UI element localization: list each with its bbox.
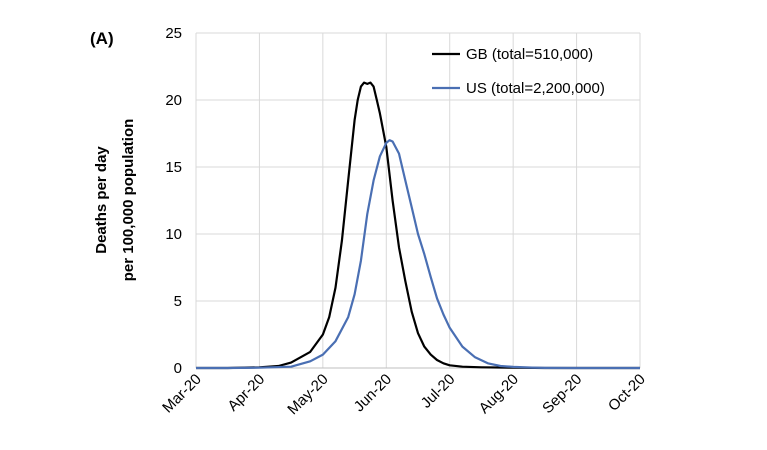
x-tick-label: Mar-20 — [159, 371, 205, 417]
series-line-gb — [196, 81, 640, 370]
y-tick-label: 0 — [174, 360, 182, 377]
legend: GB (total=510,000) US (total=2,200,000) — [432, 46, 605, 97]
y-axis-title-line-2: per 100,000 population — [120, 119, 137, 282]
legend-label: GB (total=510,000) — [466, 46, 593, 63]
y-tick-label: 10 — [165, 226, 182, 243]
panel-label: (A) — [90, 29, 114, 48]
x-tick-label: Jun-20 — [351, 371, 395, 415]
x-tick-labels: Mar-20 Apr-20 May-20 Jun-20 Jul-20 Aug-20 Sep-… — [159, 371, 649, 418]
series-line-us — [196, 139, 640, 370]
x-tick-label: Apr-20 — [224, 371, 268, 415]
y-axis-title: Deaths per day per 100,000 population — [93, 119, 137, 282]
x-tick-label: Sep-20 — [539, 371, 585, 417]
x-tick-label: Jul-20 — [418, 371, 459, 412]
y-tick-label: 25 — [165, 25, 182, 42]
legend-label: US (total=2,200,000) — [466, 80, 605, 97]
x-tick-label: May-20 — [284, 371, 331, 418]
y-tick-labels: 0 5 10 15 20 25 — [165, 25, 182, 377]
x-tick-label: Oct-20 — [605, 371, 649, 415]
series-lines — [196, 81, 640, 370]
y-tick-label: 5 — [174, 293, 182, 310]
y-tick-label: 15 — [165, 159, 182, 176]
y-axis-title-line-1: Deaths per day — [93, 146, 110, 254]
x-tick-label: Aug-20 — [476, 371, 522, 417]
y-tick-label: 20 — [165, 92, 182, 109]
